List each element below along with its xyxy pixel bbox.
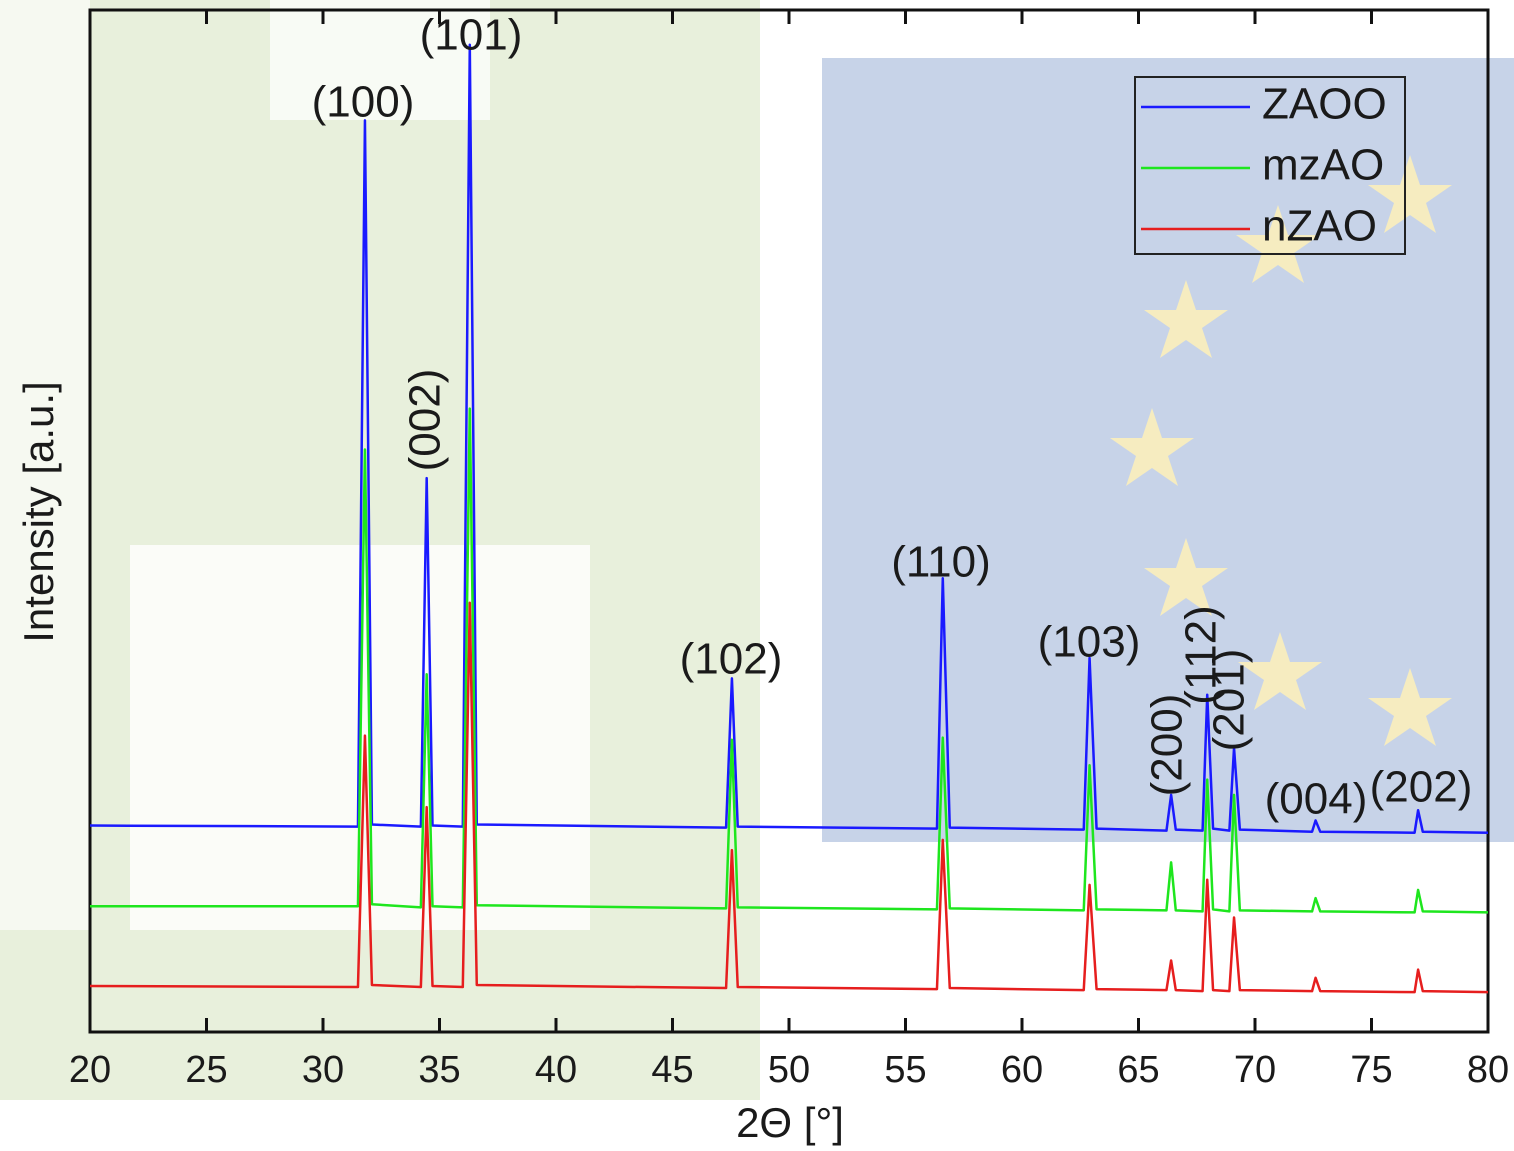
- legend-label: mzAO: [1262, 141, 1384, 190]
- x-tick-label: 65: [1117, 1049, 1159, 1091]
- data-line: [89, 601, 1489, 994]
- peak-label: (101): [420, 11, 523, 60]
- x-tick-label: 45: [651, 1049, 693, 1091]
- data-line: [89, 43, 1489, 834]
- x-tick-label: 55: [884, 1049, 926, 1091]
- x-tick-label: 30: [302, 1049, 344, 1091]
- peak-label: (201): [1205, 649, 1254, 752]
- watermark-stars: [1110, 155, 1452, 746]
- watermark-block: [0, 0, 90, 930]
- x-tick-label: 20: [69, 1049, 111, 1091]
- x-tick-label: 80: [1467, 1049, 1509, 1091]
- x-tick-label: 70: [1234, 1049, 1276, 1091]
- legend: ZAOO mzAO nZAO: [1134, 76, 1406, 255]
- y-axis-label: Intensity [a.u.]: [15, 381, 62, 642]
- peak-label: (112): [1177, 605, 1226, 704]
- x-tick-label: 50: [768, 1049, 810, 1091]
- peak-label: (202): [1370, 763, 1473, 812]
- x-tick-label: 75: [1350, 1049, 1392, 1091]
- x-tick-label: 40: [535, 1049, 577, 1091]
- legend-label: nZAO: [1262, 202, 1377, 251]
- x-tick-label: 25: [185, 1049, 227, 1091]
- peak-label: (102): [680, 635, 783, 684]
- peak-label: (110): [891, 538, 990, 587]
- peak-label: (004): [1265, 775, 1368, 824]
- peak-label: (103): [1038, 618, 1141, 667]
- x-tick-label: 60: [1001, 1049, 1043, 1091]
- peak-label: (100): [312, 78, 415, 127]
- x-tick-label: 35: [418, 1049, 460, 1091]
- x-axis-label: 2Θ [°]: [736, 1099, 844, 1146]
- peak-label: (002): [401, 369, 450, 472]
- legend-label: ZAOO: [1262, 80, 1387, 129]
- watermark-block: [270, 0, 490, 120]
- legend-box: [1134, 76, 1406, 255]
- peak-label: (200): [1143, 694, 1192, 797]
- data-line: [90, 407, 1489, 914]
